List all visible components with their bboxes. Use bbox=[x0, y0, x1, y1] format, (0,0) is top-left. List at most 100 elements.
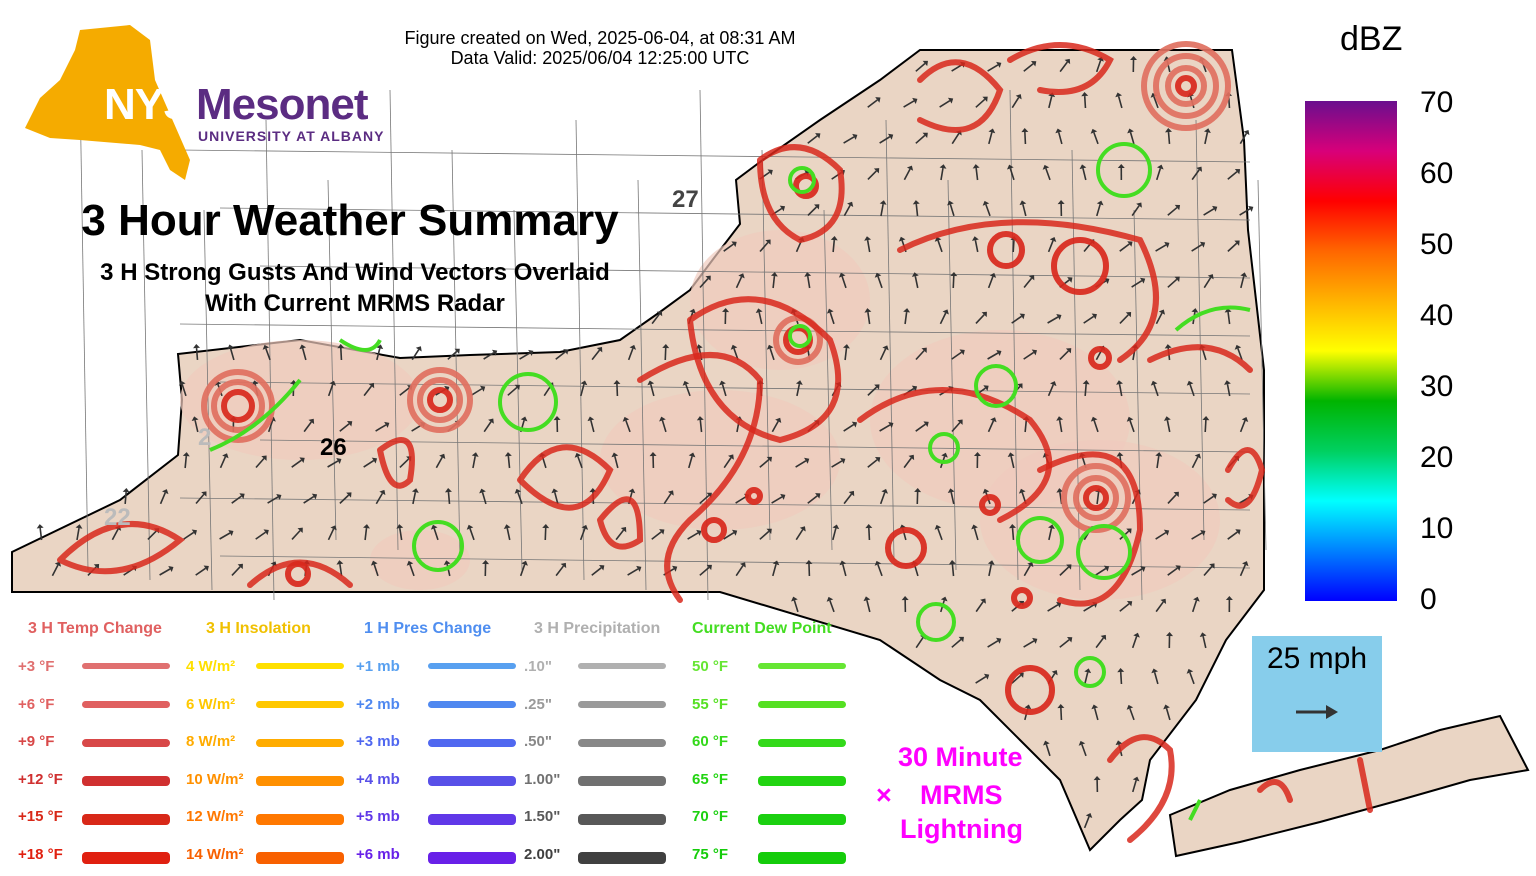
legend-label-precip: 2.00" bbox=[524, 845, 561, 863]
data-valid-text: Data Valid: 2025/06/04 12:25:00 UTC bbox=[450, 48, 750, 68]
colorbar-unit-label: dBZ bbox=[1340, 20, 1403, 58]
legend-swatch-temp bbox=[82, 700, 170, 708]
legend-label-precip: .10" bbox=[524, 658, 552, 675]
legend-label-precip: 1.00" bbox=[524, 770, 561, 788]
map-label-27: 27 bbox=[672, 186, 699, 213]
colorbar-tick-label: 10 bbox=[1420, 512, 1454, 545]
logo-mesonet-text: Mesonet bbox=[196, 80, 368, 129]
legend-label-insolation: 12 W/m² bbox=[186, 808, 244, 825]
legend-swatch-precip bbox=[578, 852, 666, 864]
colorbar-tick-label: 40 bbox=[1420, 299, 1454, 332]
legend-title-pressure: 1 H Pres Change bbox=[364, 620, 492, 637]
legend-swatch-precip bbox=[578, 814, 666, 825]
legend-label-dewpoint: 55 °F bbox=[692, 695, 729, 713]
legend-title-dewpoint: Current Dew Point bbox=[692, 620, 832, 637]
legend-label-pressure: +6 mb bbox=[356, 845, 400, 863]
legend-label-insolation: 8 W/m² bbox=[186, 733, 236, 750]
legend-title-precip: 3 H Precipitation bbox=[534, 620, 661, 637]
colorbar-tick-label: 30 bbox=[1420, 370, 1454, 403]
lightning-line-2: MRMS bbox=[920, 780, 1003, 810]
legend-swatch-precip bbox=[578, 663, 666, 669]
legend-label-pressure: +1 mb bbox=[356, 658, 400, 675]
legend-swatch-dewpoint bbox=[758, 814, 846, 825]
gust-contours bbox=[57, 41, 1373, 843]
legend-swatch-insolation bbox=[256, 776, 344, 786]
legend-swatch-insolation bbox=[256, 700, 344, 708]
long-island-outline bbox=[1168, 714, 1530, 858]
colorbar bbox=[1305, 101, 1397, 601]
wind-scale-box: 25 mph bbox=[1252, 636, 1382, 752]
legend-swatch-dewpoint bbox=[758, 738, 846, 747]
logo-nys-text: NYS bbox=[104, 80, 192, 129]
legend-title-temp: 3 H Temp Change bbox=[28, 620, 162, 637]
wind-scale-label: 25 mph bbox=[1266, 642, 1368, 675]
legend-swatch-dewpoint bbox=[758, 852, 846, 864]
colorbar-tick-label: 50 bbox=[1420, 228, 1454, 261]
legend-swatch-dewpoint bbox=[758, 776, 846, 786]
legend-label-pressure: +3 mb bbox=[356, 733, 400, 750]
legend-swatch-pressure bbox=[428, 852, 516, 864]
legend-label-precip: .25" bbox=[524, 695, 552, 713]
legend-swatch-insolation bbox=[256, 814, 344, 825]
legend-label-insolation: 4 W/m² bbox=[186, 658, 236, 675]
legend-label-dewpoint: 75 °F bbox=[692, 845, 729, 863]
lightning-line-1: 30 Minute bbox=[898, 742, 1023, 772]
legend-label-insolation: 6 W/m² bbox=[186, 695, 236, 713]
legend-swatch-temp bbox=[82, 814, 170, 825]
legend-swatch-insolation bbox=[256, 852, 344, 864]
legend-swatch-temp bbox=[82, 663, 170, 669]
lightning-marker-icon: × bbox=[876, 780, 892, 810]
legend-label-precip: 1.50" bbox=[524, 808, 561, 825]
legend-swatch-pressure bbox=[428, 776, 516, 786]
legend-swatch-precip bbox=[578, 738, 666, 747]
subtitle-line-1: 3 H Strong Gusts And Wind Vectors Overla… bbox=[100, 259, 610, 286]
map-label-22: 22 bbox=[104, 504, 131, 531]
subtitle-line-2: With Current MRMS Radar bbox=[205, 290, 505, 317]
legend-label-dewpoint: 60 °F bbox=[692, 733, 729, 750]
lightning-line-3: Lightning bbox=[900, 814, 1023, 844]
colorbar-tick-label: 0 bbox=[1420, 583, 1437, 616]
arrow-right-icon bbox=[1296, 705, 1338, 719]
legend-label-temp: +9 °F bbox=[18, 733, 55, 750]
colorbar-tick-label: 20 bbox=[1420, 441, 1454, 474]
legend-label-temp: +12 °F bbox=[18, 770, 63, 788]
legend-label-dewpoint: 65 °F bbox=[692, 770, 729, 788]
legend-swatch-pressure bbox=[428, 700, 516, 708]
legend-swatch-insolation bbox=[256, 663, 344, 669]
legend-label-temp: +6 °F bbox=[18, 695, 55, 713]
legend-swatch-pressure bbox=[428, 814, 516, 825]
legend-swatch-pressure bbox=[428, 738, 516, 747]
legend-swatch-precip bbox=[578, 700, 666, 708]
legend-label-pressure: +5 mb bbox=[356, 808, 400, 825]
dew-point-contours bbox=[209, 142, 1251, 821]
legend-swatch-temp bbox=[82, 852, 170, 864]
nys-logo-shape bbox=[25, 25, 190, 180]
colorbar-tick-label: 60 bbox=[1420, 157, 1454, 190]
legend-label-temp: +15 °F bbox=[18, 808, 63, 825]
legend-label-dewpoint: 50 °F bbox=[692, 658, 729, 675]
logo-university-text: UNIVERSITY AT ALBANY bbox=[198, 128, 385, 144]
legend-label-insolation: 14 W/m² bbox=[186, 845, 244, 863]
legend-title-insolation: 3 H Insolation bbox=[206, 620, 311, 637]
figure-created-text: Figure created on Wed, 2025-06-04, at 08… bbox=[404, 28, 796, 48]
legend-swatch-dewpoint bbox=[758, 700, 846, 708]
legend-swatch-temp bbox=[82, 776, 170, 786]
legend-swatch-dewpoint bbox=[758, 663, 846, 669]
main-title: 3 Hour Weather Summary bbox=[81, 196, 619, 245]
map-label-2: 2 bbox=[198, 424, 212, 451]
colorbar-tick-label: 70 bbox=[1420, 86, 1454, 119]
legend-swatch-insolation bbox=[256, 738, 344, 747]
legend-label-temp: +3 °F bbox=[18, 658, 55, 675]
legend-label-pressure: +4 mb bbox=[356, 770, 400, 788]
legend-swatch-pressure bbox=[428, 663, 516, 669]
legend-label-precip: .50" bbox=[524, 733, 552, 750]
legend-label-insolation: 10 W/m² bbox=[186, 770, 244, 788]
legend-label-pressure: +2 mb bbox=[356, 695, 400, 713]
legend-label-temp: +18 °F bbox=[18, 845, 63, 863]
legend-label-dewpoint: 70 °F bbox=[692, 808, 729, 825]
map-label-26: 26 bbox=[320, 434, 347, 461]
legend-swatch-temp bbox=[82, 738, 170, 747]
legend-swatch-precip bbox=[578, 776, 666, 786]
